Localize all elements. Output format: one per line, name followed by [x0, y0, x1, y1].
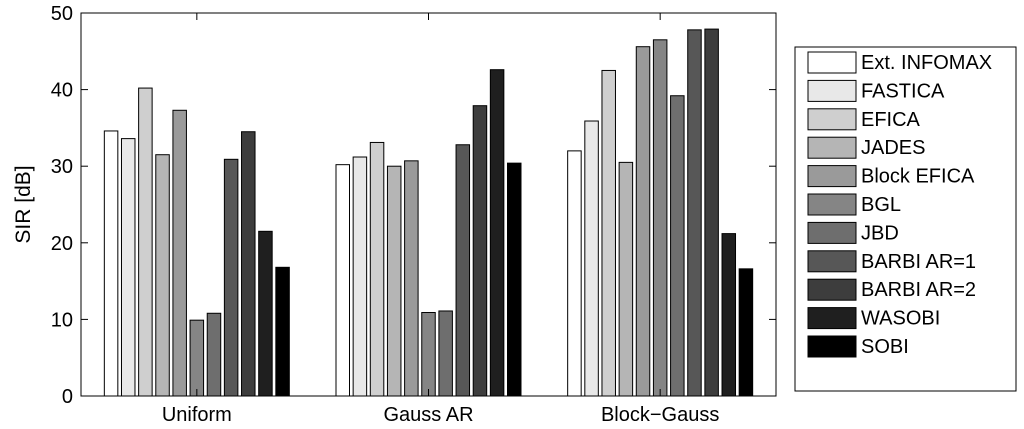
y-tick-label: 20 — [51, 233, 73, 255]
legend-label: WASOBI — [861, 308, 940, 330]
bar-barbi-ar-2-1 — [472, 105, 488, 397]
legend-swatch — [807, 278, 857, 301]
bar-fastica-2 — [584, 120, 599, 397]
legend-swatch — [807, 79, 857, 102]
bar-jbd-2 — [670, 95, 685, 397]
bar-block-efica-1 — [404, 160, 419, 397]
legend-label: SOBI — [861, 336, 909, 358]
x-tick-label: Gauss AR — [383, 404, 473, 426]
legend-swatch — [807, 221, 857, 244]
bar-fastica-0 — [120, 138, 136, 397]
legend: Ext. INFOMAX FASTICA EFICA JADES Block EFICA… — [794, 46, 1017, 392]
bar-jades-0 — [155, 154, 170, 397]
bar-block-efica-2 — [635, 46, 651, 397]
legend-swatch — [807, 136, 857, 159]
legend-label: JBD — [861, 222, 899, 244]
bar-jades-2 — [618, 161, 634, 397]
y-tick-label: 30 — [51, 156, 73, 178]
bar-bgl-1 — [421, 312, 436, 397]
plot-area — [103, 28, 754, 397]
y-tick-label: 40 — [51, 80, 73, 102]
legend-label: BARBI AR=2 — [861, 279, 976, 301]
bar-ext-infomax-2 — [567, 150, 582, 397]
bar-efica-1 — [369, 141, 385, 397]
y-axis-label: SIR [dB] — [12, 165, 35, 243]
legend-swatch — [807, 108, 857, 131]
bar-block-efica-0 — [172, 109, 187, 397]
legend-label: BARBI AR=1 — [861, 251, 976, 273]
bar-efica-2 — [601, 69, 616, 397]
bar-bgl-2 — [652, 39, 668, 397]
y-tick-label: 0 — [62, 386, 73, 408]
bar-ext-infomax-0 — [103, 130, 119, 397]
bar-barbi-ar-1-2 — [687, 29, 702, 397]
legend-swatch — [807, 193, 857, 216]
bar-efica-0 — [138, 87, 153, 397]
x-tick-label: Block−Gauss — [601, 404, 719, 426]
legend-label: BGL — [861, 194, 901, 216]
legend-swatch — [807, 51, 857, 74]
bar-ext-infomax-1 — [335, 164, 350, 397]
bar-barbi-ar-1-1 — [455, 144, 471, 397]
legend-label: EFICA — [861, 109, 921, 131]
bar-wasobi-0 — [258, 230, 273, 397]
legend-label: Block EFICA — [861, 166, 975, 188]
bar-fastica-1 — [352, 156, 368, 397]
legend-label: JADES — [861, 137, 925, 159]
bar-wasobi-2 — [721, 233, 737, 397]
legend-swatch — [807, 335, 857, 358]
bar-sobi-2 — [738, 268, 754, 397]
legend-label: Ext. INFOMAX — [861, 52, 992, 74]
bar-jbd-0 — [206, 312, 222, 397]
legend-swatch — [807, 307, 857, 330]
bar-bgl-0 — [189, 319, 205, 397]
bar-jbd-1 — [438, 310, 453, 397]
bar-barbi-ar-1-0 — [223, 158, 239, 397]
legend-swatch — [807, 250, 857, 273]
bar-jades-1 — [386, 165, 402, 397]
bar-sobi-0 — [275, 266, 290, 397]
x-tick-label: Uniform — [162, 404, 232, 426]
bar-wasobi-1 — [489, 69, 505, 397]
legend-label: FASTICA — [861, 80, 945, 102]
y-tick-label: 50 — [51, 3, 73, 25]
y-tick-label: 10 — [51, 309, 73, 331]
legend-box — [794, 46, 1017, 392]
axes: 0 10 20 30 40 50 Uniform Gauss AR Block−Gauss SIR… — [12, 3, 777, 426]
bar-barbi-ar-2-2 — [704, 28, 719, 397]
bar-barbi-ar-2-0 — [241, 131, 256, 397]
legend-swatch — [807, 165, 857, 188]
bar-sobi-1 — [507, 162, 522, 397]
